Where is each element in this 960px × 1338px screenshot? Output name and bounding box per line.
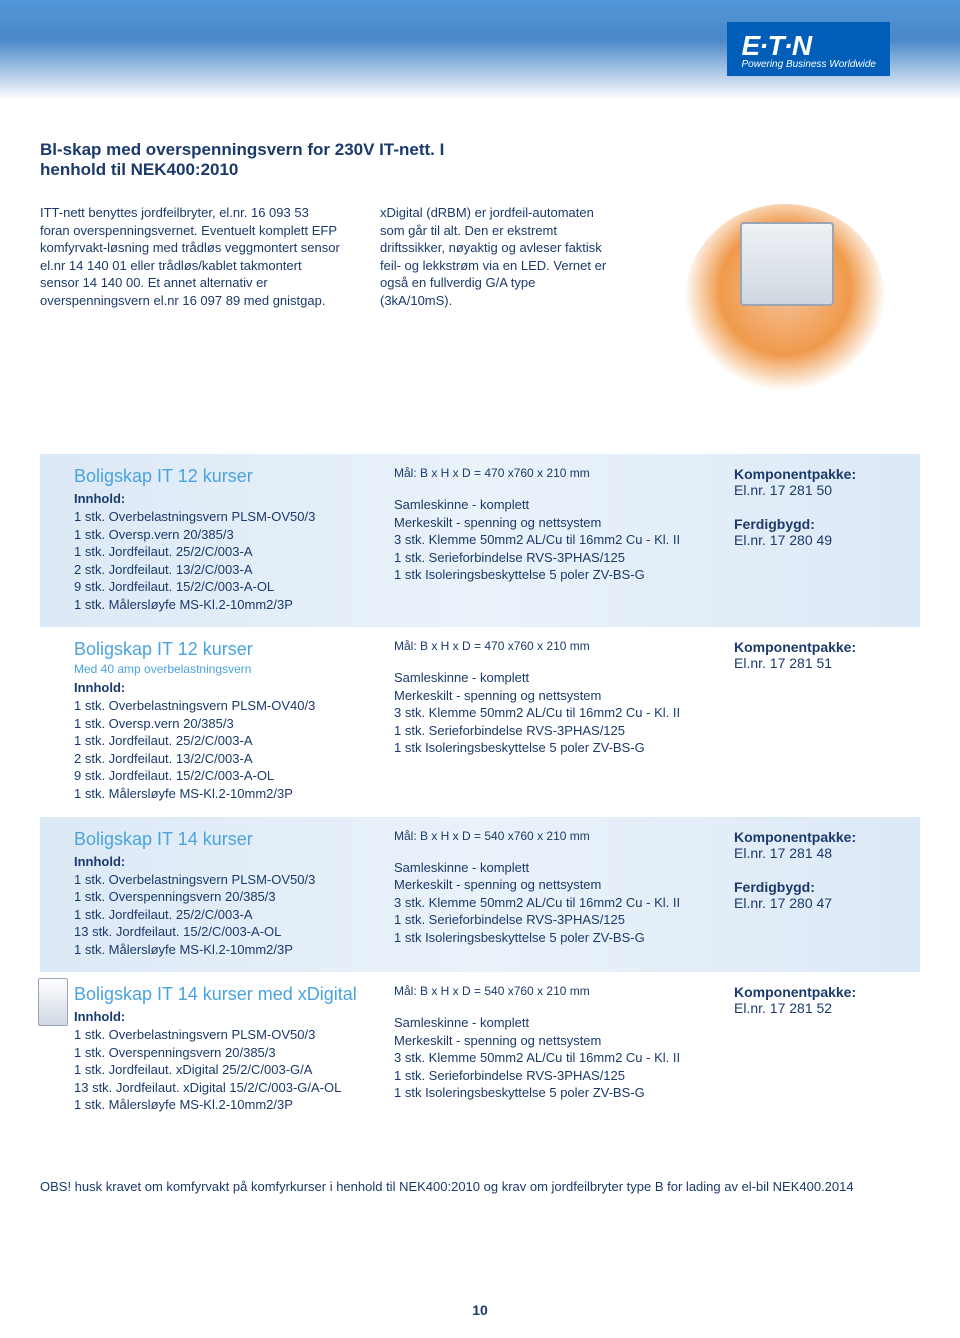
- panel-title: Boligskap IT 14 kurser: [74, 829, 384, 850]
- panel-title: Boligskap IT 14 kurser med xDigital: [74, 984, 384, 1005]
- panel-left: Boligskap IT 12 kurser Innhold: 1 stk. Ove…: [74, 466, 384, 613]
- logo-brand: E·T·N: [741, 30, 876, 62]
- content-item: 1 stk. Jordfeilaut. xDigital 25/2/C/003-…: [74, 1061, 384, 1079]
- innhold-label: Innhold:: [74, 854, 384, 869]
- mid-item: Samleskinne - komplett: [394, 669, 724, 687]
- komponentpakke-label: Komponentpakke:: [734, 829, 900, 845]
- mid-item: 1 stk Isoleringsbeskyttelse 5 poler ZV-B…: [394, 566, 724, 584]
- mid-item: 1 stk. Serieforbindelse RVS-3PHAS/125: [394, 549, 724, 567]
- komponentpakke-value: El.nr. 17 281 51: [734, 655, 900, 671]
- mid-item: Samleskinne - komplett: [394, 1014, 724, 1032]
- panel-right: Komponentpakke:El.nr. 17 281 52: [734, 984, 900, 1114]
- panel-left: Boligskap IT 14 kurser med xDigital Innho…: [74, 984, 384, 1114]
- logo-tagline: Powering Business Worldwide: [741, 59, 876, 70]
- panel-mid: Mål: B x H x D = 470 x760 x 210 mm Samles…: [394, 466, 724, 613]
- content-item: 1 stk. Overbelastningsvern PLSM-OV50/3: [74, 1026, 384, 1044]
- innhold-label: Innhold:: [74, 491, 384, 506]
- mid-item: Merkeskilt - spenning og nettsystem: [394, 876, 724, 894]
- komponentpakke-value: El.nr. 17 281 50: [734, 482, 900, 498]
- content-item: 1 stk. Målersløyfe MS-Kl.2-10mm2/3P: [74, 941, 384, 959]
- content-item: 1 stk. Målersløyfe MS-Kl.2-10mm2/3P: [74, 785, 384, 803]
- content-item: 9 stk. Jordfeilaut. 15/2/C/003-A-OL: [74, 578, 384, 596]
- innhold-label: Innhold:: [74, 680, 384, 695]
- content-item: 1 stk. Overbelastningsvern PLSM-OV40/3: [74, 697, 384, 715]
- content-item: 13 stk. Jordfeilaut. xDigital 15/2/C/003…: [74, 1079, 384, 1097]
- content: Bl-skap med overspenningsvern for 230V I…: [0, 100, 960, 1148]
- komponentpakke-value: El.nr. 17 281 52: [734, 1000, 900, 1016]
- mid-item: 3 stk. Klemme 50mm2 AL/Cu til 16mm2 Cu -…: [394, 894, 724, 912]
- mid-item: 1 stk. Serieforbindelse RVS-3PHAS/125: [394, 1067, 724, 1085]
- ferdigbygd-label: Ferdigbygd:: [734, 516, 900, 532]
- footer-note: OBS! husk kravet om komfyrvakt på komfyr…: [0, 1148, 960, 1226]
- mid-item: 1 stk Isoleringsbeskyttelse 5 poler ZV-B…: [394, 739, 724, 757]
- komponentpakke-label: Komponentpakke:: [734, 466, 900, 482]
- content-item: 1 stk. Målersløyfe MS-Kl.2-10mm2/3P: [74, 596, 384, 614]
- panel-left: Boligskap IT 12 kurser Med 40 amp overbel…: [74, 639, 384, 802]
- mid-item: Samleskinne - komplett: [394, 859, 724, 877]
- panel-right: Komponentpakke:El.nr. 17 281 50 Ferdigbyg…: [734, 466, 900, 613]
- intro-row: ITT-nett benyttes jordfeilbryter, el.nr.…: [40, 204, 920, 394]
- innhold-label: Innhold:: [74, 1009, 384, 1024]
- panel-title: Boligskap IT 12 kurser: [74, 466, 384, 487]
- content-item: 1 stk. Oversp.vern 20/385/3: [74, 526, 384, 544]
- content-item: 1 stk. Overbelastningsvern PLSM-OV50/3: [74, 871, 384, 889]
- page-heading: Bl-skap med overspenningsvern for 230V I…: [40, 140, 460, 180]
- mid-item: 1 stk. Serieforbindelse RVS-3PHAS/125: [394, 911, 724, 929]
- content-item: 1 stk. Jordfeilaut. 25/2/C/003-A: [74, 732, 384, 750]
- panel: Boligskap IT 14 kurser Innhold: 1 stk. Ove…: [40, 817, 920, 973]
- content-item: 1 stk. Overspenningsvern 20/385/3: [74, 1044, 384, 1062]
- mid-item: 3 stk. Klemme 50mm2 AL/Cu til 16mm2 Cu -…: [394, 704, 724, 722]
- panel-mid: Mål: B x H x D = 470 x760 x 210 mm Samles…: [394, 639, 724, 802]
- page: E·T·N Powering Business Worldwide Bl-ska…: [0, 0, 960, 1338]
- product-illustration: [685, 204, 885, 394]
- intro-image: [650, 204, 920, 394]
- content-item: 2 stk. Jordfeilaut. 13/2/C/003-A: [74, 750, 384, 768]
- komponentpakke-value: El.nr. 17 281 48: [734, 845, 900, 861]
- logo: E·T·N Powering Business Worldwide: [727, 22, 890, 76]
- mid-item: Samleskinne - komplett: [394, 496, 724, 514]
- mid-item: 3 stk. Klemme 50mm2 AL/Cu til 16mm2 Cu -…: [394, 1049, 724, 1067]
- dimensions: Mål: B x H x D = 470 x760 x 210 mm: [394, 639, 724, 653]
- mid-item: 1 stk Isoleringsbeskyttelse 5 poler ZV-B…: [394, 929, 724, 947]
- mid-item: 3 stk. Klemme 50mm2 AL/Cu til 16mm2 Cu -…: [394, 531, 724, 549]
- page-number: 10: [0, 1302, 960, 1318]
- panel-mid: Mål: B x H x D = 540 x760 x 210 mm Samles…: [394, 829, 724, 959]
- panel-left: Boligskap IT 14 kurser Innhold: 1 stk. Ove…: [74, 829, 384, 959]
- panel: Boligskap IT 14 kurser med xDigital Innho…: [40, 972, 920, 1128]
- content-item: 13 stk. Jordfeilaut. 15/2/C/003-A-OL: [74, 923, 384, 941]
- content-item: 1 stk. Målersløyfe MS-Kl.2-10mm2/3P: [74, 1096, 384, 1114]
- komponentpakke-label: Komponentpakke:: [734, 984, 900, 1000]
- mid-item: Merkeskilt - spenning og nettsystem: [394, 514, 724, 532]
- panel-title: Boligskap IT 12 kurser: [74, 639, 384, 660]
- panels-container: Boligskap IT 12 kurser Innhold: 1 stk. Ove…: [40, 454, 920, 1128]
- panel-right: Komponentpakke:El.nr. 17 281 48 Ferdigbyg…: [734, 829, 900, 959]
- ferdigbygd-value: El.nr. 17 280 47: [734, 895, 900, 911]
- content-item: 1 stk. Jordfeilaut. 25/2/C/003-A: [74, 543, 384, 561]
- dimensions: Mål: B x H x D = 540 x760 x 210 mm: [394, 984, 724, 998]
- top-band: E·T·N Powering Business Worldwide: [0, 0, 960, 100]
- panel: Boligskap IT 12 kurser Med 40 amp overbel…: [40, 627, 920, 816]
- ferdigbygd-value: El.nr. 17 280 49: [734, 532, 900, 548]
- panel-mid: Mål: B x H x D = 540 x760 x 210 mm Samles…: [394, 984, 724, 1114]
- mid-item: 1 stk Isoleringsbeskyttelse 5 poler ZV-B…: [394, 1084, 724, 1102]
- mid-item: 1 stk. Serieforbindelse RVS-3PHAS/125: [394, 722, 724, 740]
- dimensions: Mål: B x H x D = 470 x760 x 210 mm: [394, 466, 724, 480]
- panel: Boligskap IT 12 kurser Innhold: 1 stk. Ove…: [40, 454, 920, 627]
- content-item: 9 stk. Jordfeilaut. 15/2/C/003-A-OL: [74, 767, 384, 785]
- content-item: 1 stk. Overspenningsvern 20/385/3: [74, 888, 384, 906]
- content-item: 2 stk. Jordfeilaut. 13/2/C/003-A: [74, 561, 384, 579]
- content-item: 1 stk. Oversp.vern 20/385/3: [74, 715, 384, 733]
- content-item: 1 stk. Overbelastningsvern PLSM-OV50/3: [74, 508, 384, 526]
- panel-subtitle: Med 40 amp overbelastningsvern: [74, 662, 384, 676]
- mid-item: Merkeskilt - spenning og nettsystem: [394, 1032, 724, 1050]
- dimensions: Mål: B x H x D = 540 x760 x 210 mm: [394, 829, 724, 843]
- content-item: 1 stk. Jordfeilaut. 25/2/C/003-A: [74, 906, 384, 924]
- mid-item: Merkeskilt - spenning og nettsystem: [394, 687, 724, 705]
- intro-mid: xDigital (dRBM) er jordfeil-automaten so…: [380, 204, 610, 394]
- komponentpakke-label: Komponentpakke:: [734, 639, 900, 655]
- intro-left: ITT-nett benyttes jordfeilbryter, el.nr.…: [40, 204, 340, 394]
- panel-right: Komponentpakke:El.nr. 17 281 51: [734, 639, 900, 802]
- ferdigbygd-label: Ferdigbygd:: [734, 879, 900, 895]
- panel-thumbnail: [38, 978, 68, 1026]
